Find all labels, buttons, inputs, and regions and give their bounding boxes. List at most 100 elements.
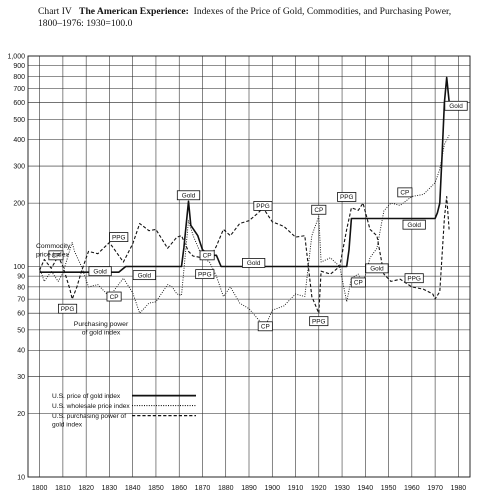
annotation-label: CP xyxy=(314,207,323,214)
x-tick-label: 1880 xyxy=(218,485,234,492)
annotation-box xyxy=(109,232,129,242)
x-tick-label: 1800 xyxy=(32,485,48,492)
annotation-label: Gold xyxy=(138,272,152,279)
annotation-label: PPG xyxy=(112,234,126,241)
x-tick-label: 1970 xyxy=(427,485,443,492)
annotation-box xyxy=(106,291,122,302)
x-tick-label: 1920 xyxy=(311,485,327,492)
x-tick-label: 1860 xyxy=(171,485,187,492)
annotation-label: CP xyxy=(203,253,212,260)
grid xyxy=(28,55,470,478)
legend-label: U.S. price of gold index xyxy=(52,393,121,400)
x-tick-label: 1960 xyxy=(404,485,420,492)
y-tick-labels: 10 20 30 40 50 60 70 80 90 100 200 300 400 500 600 700 8… xyxy=(7,53,25,481)
x-tick-label: 1850 xyxy=(148,485,164,492)
legend-label: U.S. wholesale price index xyxy=(52,403,130,410)
chart-title-bold: The American Experience: xyxy=(79,6,189,17)
x-tick-label: 1890 xyxy=(241,485,257,492)
x-tick-label: 1810 xyxy=(55,485,71,492)
y-tick-label: 1,000 xyxy=(7,53,25,60)
annotation-box xyxy=(365,263,389,274)
commodity-price-index-label: price index xyxy=(36,252,69,259)
annotation-label: CP xyxy=(51,253,60,260)
annotation-label: CP xyxy=(354,280,363,287)
annotation-box xyxy=(57,303,78,314)
annotation-label: PPG xyxy=(340,194,354,201)
annotation-label: CP xyxy=(110,294,119,301)
x-tick-label: 1980 xyxy=(451,485,467,492)
annotation-box xyxy=(48,250,64,261)
x-tick-label: 1900 xyxy=(264,485,280,492)
annotation-box xyxy=(195,269,215,280)
legend-label: gold index xyxy=(52,422,83,429)
x-tick-labels: 1800 1810 1820 1830 1840 1850 1860 1870 1880 1890… xyxy=(32,485,466,492)
commodity-price-index-label: Commodity xyxy=(36,243,71,250)
y-tick-label: 60 xyxy=(17,311,25,318)
purchasing-power-label: Purchasing power xyxy=(74,321,129,328)
annotation-label: PPG xyxy=(256,203,270,210)
series-line-solid xyxy=(39,76,450,273)
annotation-box xyxy=(253,201,273,211)
y-tick-label: 500 xyxy=(13,117,25,124)
annotation-label: Gold xyxy=(247,260,261,267)
series-line-dashed xyxy=(39,195,450,314)
annotation-box xyxy=(444,100,468,111)
annotation-label: Gold xyxy=(182,193,196,200)
y-tick-label: 10 xyxy=(17,474,25,481)
chart-title-rest: Indexes of the Price of Gold, Commoditie… xyxy=(38,6,452,29)
y-tick-label: 700 xyxy=(13,86,25,93)
legend-label: U.S. purchasing power of xyxy=(52,413,126,420)
y-tick-label: 90 xyxy=(17,274,25,281)
annotation-box xyxy=(397,187,413,198)
annotation-label: CP xyxy=(261,324,270,331)
y-tick-label: 300 xyxy=(13,163,25,170)
y-tick-label: 20 xyxy=(17,411,25,418)
x-tick-label: 1870 xyxy=(195,485,211,492)
annotation-box xyxy=(132,270,156,281)
y-tick-label: 80 xyxy=(17,284,25,291)
annotation-label: CP xyxy=(400,190,409,197)
y-tick-label: 40 xyxy=(17,348,25,355)
annotation-label: PPG xyxy=(198,271,212,278)
y-tick-label: 900 xyxy=(13,63,25,70)
annotation-box xyxy=(311,204,327,215)
annotation-box xyxy=(404,273,424,284)
legend: U.S. price of gold index U.S. wholesale p… xyxy=(52,393,196,429)
annotation-label: Gold xyxy=(449,103,463,110)
annotation-box xyxy=(402,219,426,230)
chart-title: Chart IV The American Experience: Indexe… xyxy=(38,6,468,30)
annotation-box xyxy=(257,321,273,332)
annotation-box xyxy=(242,258,266,268)
annotation-label: Gold xyxy=(407,222,421,229)
y-tick-label: 600 xyxy=(13,100,25,107)
annotation-label: PPG xyxy=(312,318,326,325)
x-tick-label: 1830 xyxy=(102,485,118,492)
series-line-dotted xyxy=(39,135,450,327)
series-lines xyxy=(39,76,450,327)
annotation-box xyxy=(309,316,329,327)
x-tick-label: 1910 xyxy=(288,485,304,492)
x-tick-label: 1950 xyxy=(381,485,397,492)
purchasing-power-label: of gold index xyxy=(82,330,121,337)
annotation-box xyxy=(199,250,215,261)
annotation-label: Gold xyxy=(93,268,107,275)
annotation-box xyxy=(176,190,201,201)
y-tick-label: 400 xyxy=(13,137,25,144)
y-tick-label: 30 xyxy=(17,374,25,381)
annotation-label: Gold xyxy=(370,266,384,273)
annotation-label: PPG xyxy=(407,275,421,282)
side-labels: Commodity price index Purchasing power of g… xyxy=(36,243,129,337)
annotation-box xyxy=(350,277,366,288)
chart-number: Chart IV xyxy=(38,6,72,17)
annotation-box xyxy=(88,266,112,277)
annotation-label: PPG xyxy=(61,306,75,313)
y-tick-label: 50 xyxy=(17,327,25,334)
x-tick-label: 1940 xyxy=(358,485,374,492)
annotations: CP Gold PPG CP Gold PPG Gold CP PPG Gold PPG CP CP PP… xyxy=(48,100,468,332)
x-tick-label: 1840 xyxy=(125,485,141,492)
y-tick-label: 800 xyxy=(13,74,25,81)
y-tick-label: 200 xyxy=(13,201,25,208)
x-tick-label: 1930 xyxy=(334,485,350,492)
x-tick-label: 1820 xyxy=(78,485,94,492)
